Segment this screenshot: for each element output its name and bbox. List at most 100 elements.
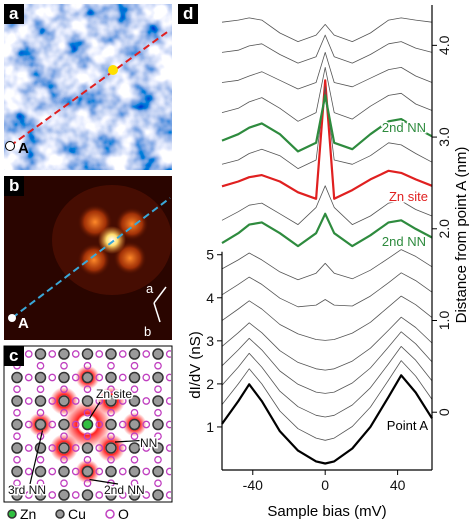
o-atom	[24, 397, 33, 405]
legend-label: Cu	[68, 506, 86, 522]
o-atom	[154, 385, 162, 394]
o-atom	[178, 457, 184, 463]
cu-atom	[152, 348, 164, 360]
spectrum	[221, 249, 433, 281]
point-a	[8, 314, 16, 322]
panel-letter: a	[9, 4, 19, 23]
curve-label: 2nd NN	[382, 120, 426, 135]
o-atom	[83, 479, 92, 488]
y-axis-title: dI/dV (nS)	[187, 331, 204, 399]
o-atom	[71, 373, 80, 382]
cu-atom	[128, 465, 141, 478]
cu-atom	[128, 489, 141, 501]
o-atom	[178, 386, 184, 392]
o-atom	[83, 432, 92, 441]
cu-atom	[58, 442, 70, 454]
o-atom	[118, 444, 127, 452]
cu-atom	[11, 395, 23, 407]
spectrum	[221, 52, 433, 90]
panel-b: A a b b	[4, 176, 172, 340]
curve-label: Point A	[387, 418, 429, 433]
cu-atom	[58, 465, 70, 478]
o-atom	[142, 444, 151, 452]
x-axis-title: Sample bias (mV)	[267, 503, 386, 520]
y2-tick-label: 3.0	[436, 127, 452, 147]
legend-symbol	[7, 509, 17, 519]
pointer	[88, 401, 101, 419]
cu-atom	[105, 371, 117, 384]
o-atom	[48, 491, 57, 499]
o-atom	[142, 373, 151, 382]
legend-label: Zn	[20, 506, 36, 522]
legend-symbol	[55, 509, 65, 519]
o-atom	[107, 455, 115, 464]
o-atom	[118, 373, 127, 382]
cu-atom	[177, 467, 187, 477]
cu-atom	[34, 489, 47, 501]
axis-arrow	[153, 302, 161, 323]
o-atom	[178, 504, 184, 510]
cu-atom	[81, 465, 94, 478]
o-atom	[71, 444, 80, 452]
cu-atom	[58, 348, 70, 360]
o-atom	[71, 491, 80, 499]
cu-atom	[152, 465, 164, 478]
o-atom	[95, 467, 104, 476]
cu-atom	[105, 465, 117, 478]
o-atom	[13, 432, 21, 441]
o-atom	[60, 479, 68, 488]
cu-atom	[152, 489, 164, 501]
o-atom	[108, 504, 114, 510]
cu-atom	[152, 395, 164, 407]
o-atom	[48, 420, 57, 429]
point-a	[5, 141, 15, 151]
spectrum	[221, 331, 433, 394]
o-atom	[190, 492, 196, 498]
o-atom	[178, 433, 184, 439]
o-atom	[190, 445, 196, 451]
o-atom	[48, 350, 57, 358]
panel-letter: b	[9, 176, 19, 195]
o-atom	[142, 397, 151, 405]
axis-label: b	[144, 324, 151, 339]
o-atom	[48, 373, 57, 382]
cu-atom	[177, 443, 187, 453]
o-atom	[130, 455, 139, 464]
curve-label: 2nd NN	[382, 234, 426, 249]
o-atom	[60, 408, 68, 417]
o-atom	[118, 350, 127, 358]
panel-c: Zn site NN 3rd NN 2nd NN Zn Cu Oc	[3, 345, 196, 522]
o-atom	[165, 420, 171, 429]
o-atom	[190, 421, 196, 427]
o-atom	[131, 504, 137, 510]
o-atom	[130, 361, 139, 370]
y2-tick-label: 0	[436, 408, 452, 416]
o-atom	[95, 444, 104, 452]
cu-atom	[34, 348, 47, 360]
cu-atom	[177, 349, 187, 359]
panel-letter: c	[9, 346, 18, 365]
site-label: Zn site	[96, 387, 132, 401]
cu-atom	[34, 371, 47, 384]
spectrum	[221, 17, 433, 42]
o-atom	[107, 385, 115, 394]
o-atom	[142, 491, 151, 499]
o-atom	[95, 420, 104, 429]
panel-letter: d	[183, 4, 193, 23]
o-atom	[24, 467, 33, 476]
y-tick-label: 4	[206, 290, 214, 306]
cu-atom	[34, 395, 47, 407]
o-atom	[118, 420, 127, 429]
cu-atom	[11, 371, 23, 384]
cu-atom	[177, 420, 187, 430]
legend-label: O	[118, 506, 129, 522]
pointer	[29, 430, 44, 485]
y-tick-label: 3	[206, 333, 214, 349]
cu-atom	[177, 490, 187, 500]
spectrum	[221, 360, 433, 441]
pointer	[89, 478, 119, 485]
spectrum	[221, 185, 433, 225]
o-atom	[165, 373, 171, 382]
spectrum	[221, 316, 433, 371]
cu-atom	[81, 371, 94, 384]
